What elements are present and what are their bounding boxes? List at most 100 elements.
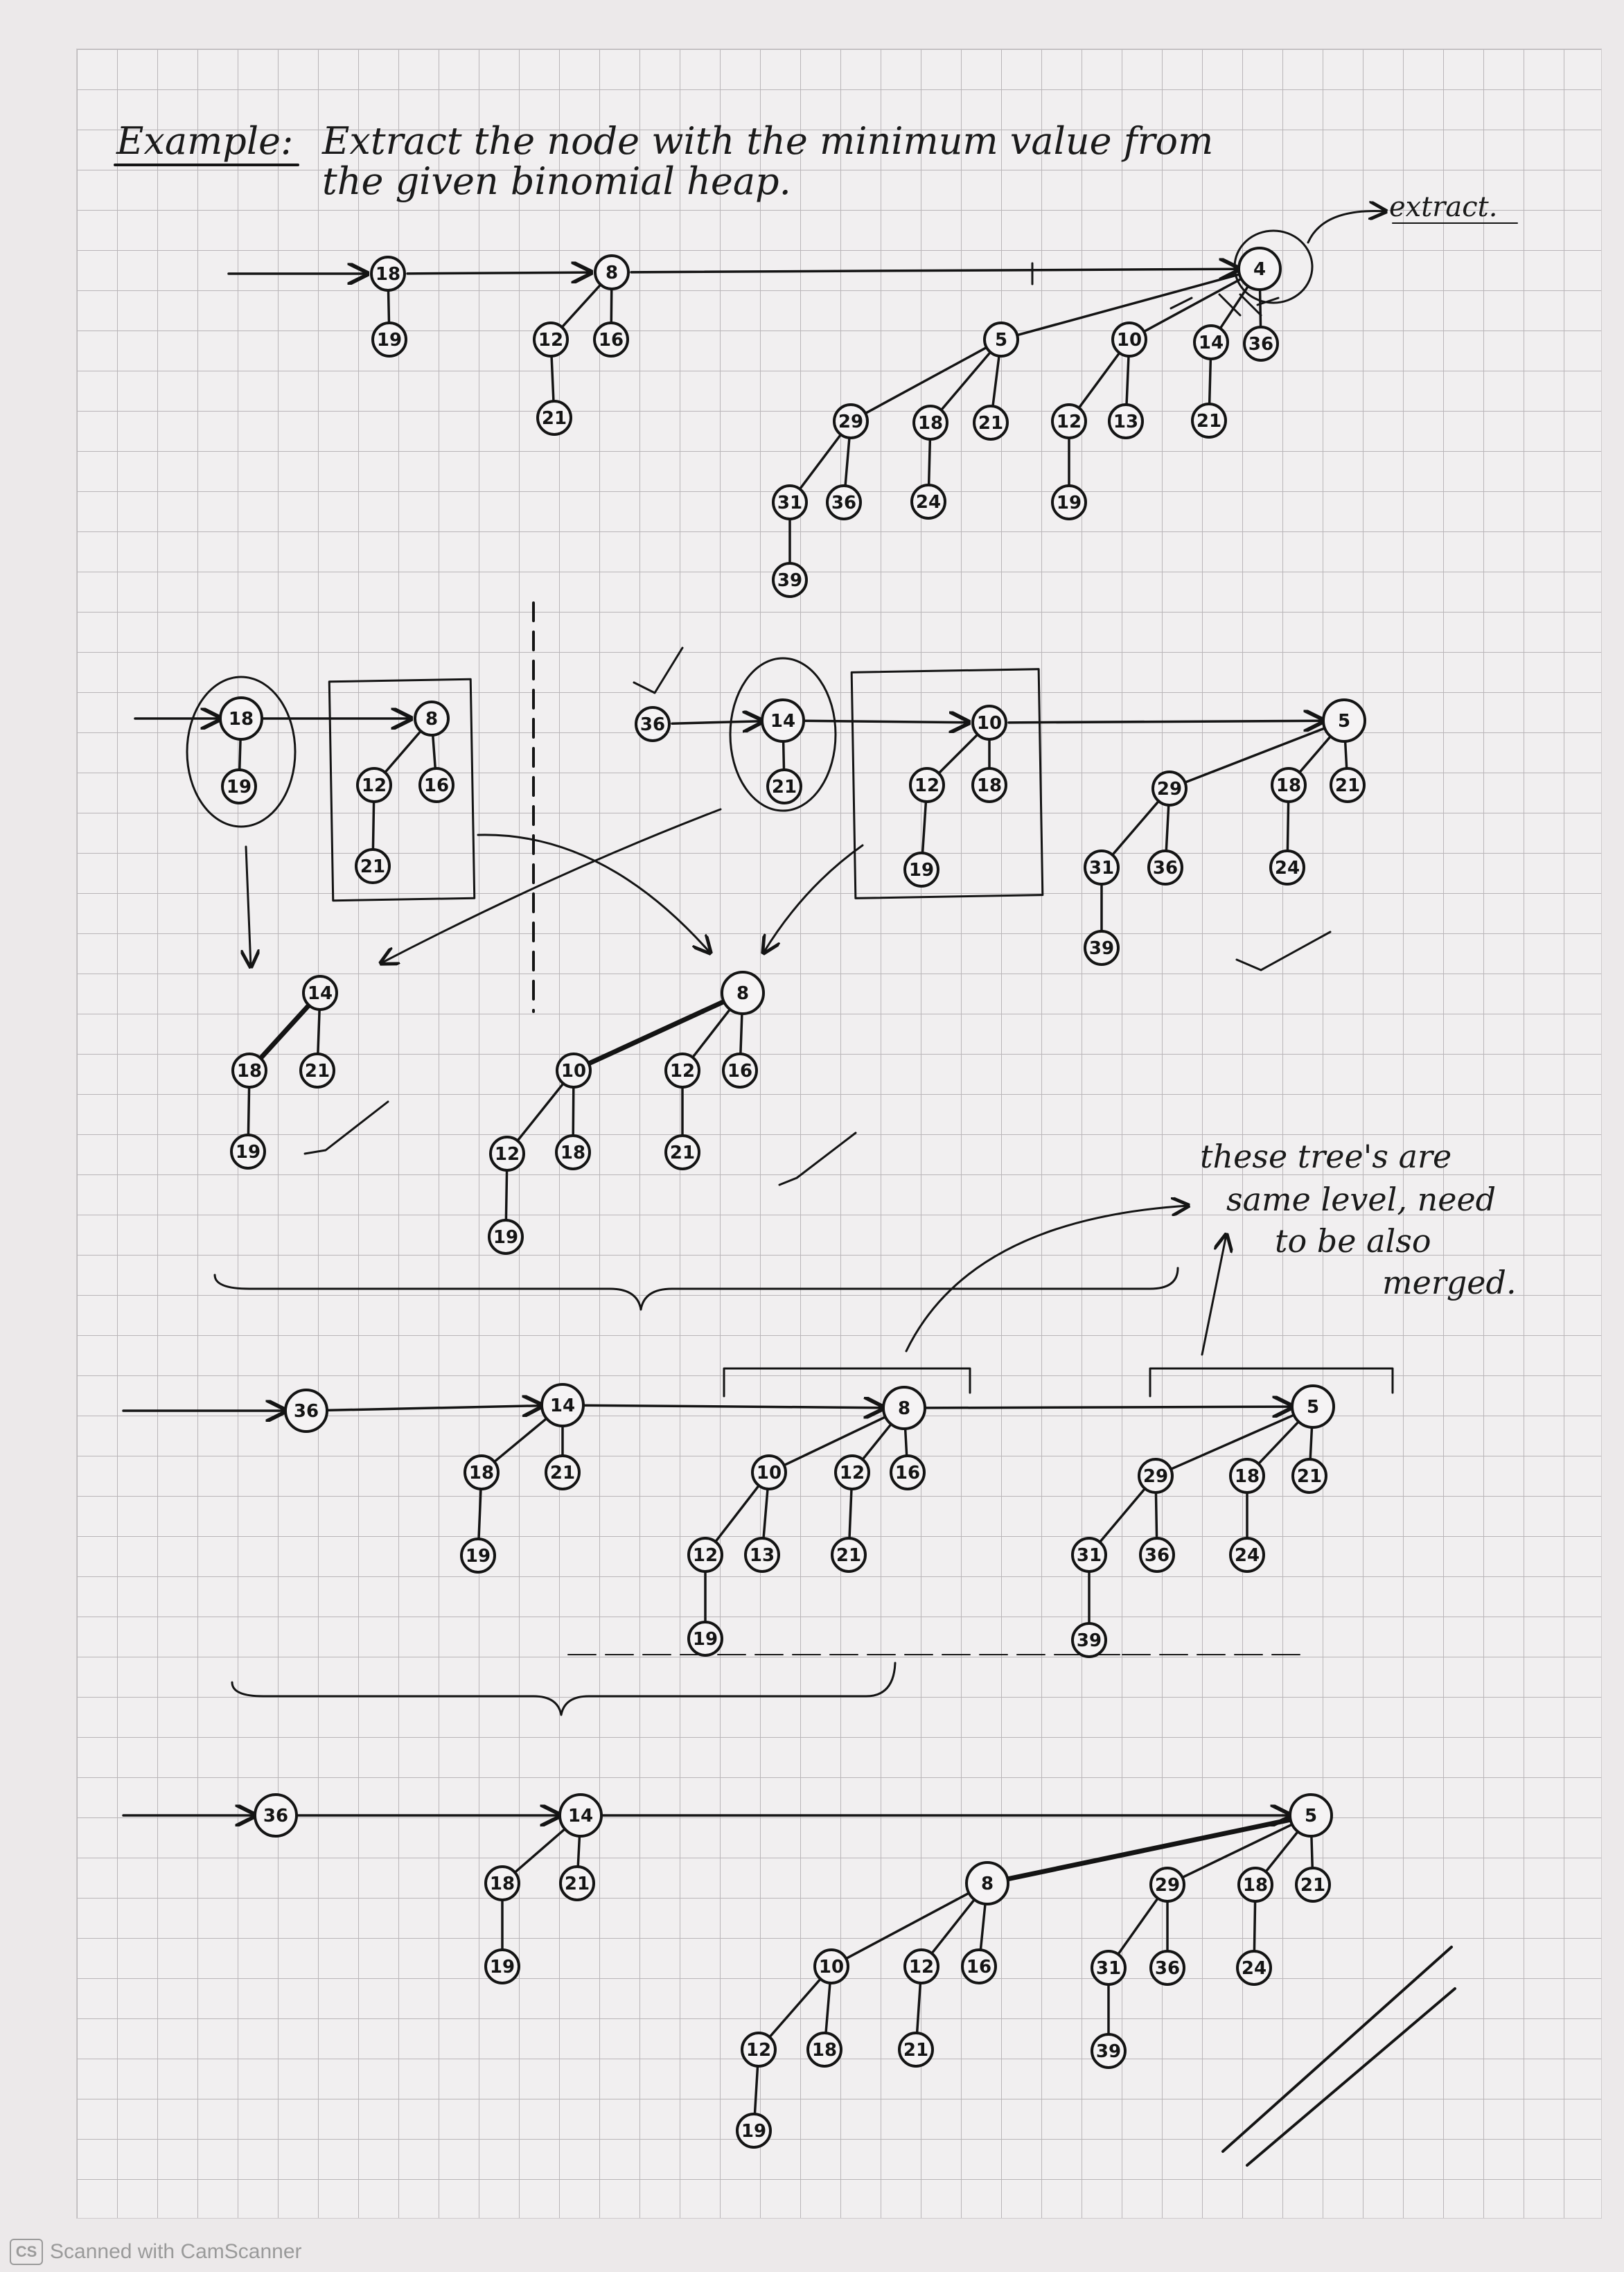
- heap-node: 36: [1147, 849, 1183, 886]
- nodes: 18 19 8 12 16 21 4 5 10 14 36 29 18 21 12 13 21 31 36 24 19 3…: [219, 247, 1366, 2149]
- heap-node: 24: [1269, 849, 1305, 886]
- tree-edge: [844, 437, 851, 487]
- heap-node: 29: [1151, 770, 1188, 807]
- node-value: 12: [840, 1463, 865, 1483]
- node-value: 31: [1077, 1545, 1102, 1566]
- heap-node: 21: [664, 1134, 700, 1170]
- node-circle: [1269, 849, 1305, 886]
- node-circle: [1051, 484, 1087, 520]
- node-value: 19: [236, 1142, 261, 1163]
- node-circle: [488, 1219, 524, 1255]
- root-list-arrow: [406, 272, 591, 274]
- node-circle: [1071, 1537, 1107, 1573]
- heap-node: 14: [302, 975, 338, 1011]
- heap-node: 4: [1237, 247, 1282, 291]
- root-list-arrow: [324, 1406, 542, 1411]
- node-circle: [722, 1053, 758, 1089]
- node-circle: [664, 1134, 700, 1170]
- node-circle: [1149, 1867, 1185, 1903]
- heap-node: 31: [1071, 1537, 1107, 1573]
- heap-node: 18: [1237, 1867, 1273, 1903]
- tree-edge: [1098, 1487, 1147, 1544]
- heap-node: 29: [1138, 1458, 1174, 1494]
- heap-node: 5: [1291, 1384, 1335, 1429]
- root-list-arrow: [671, 721, 762, 723]
- node-value: 21: [903, 2040, 928, 2061]
- root-list-arrow: [1007, 721, 1323, 723]
- node-circle: [1051, 403, 1087, 439]
- heap-node: 12: [356, 767, 392, 803]
- node-circle: [831, 1537, 867, 1573]
- title-prefix: Example:: [116, 119, 293, 163]
- node-circle: [813, 1948, 849, 1984]
- heap-node: 14: [1193, 324, 1229, 360]
- heap-node: 12: [834, 1454, 870, 1490]
- node-circle: [1291, 1384, 1335, 1429]
- node-circle: [971, 767, 1007, 803]
- node-circle: [1084, 930, 1120, 966]
- node-value: 39: [1096, 2041, 1121, 2062]
- tree-edge: [561, 283, 602, 328]
- node-value: 19: [377, 330, 402, 351]
- node-circle: [302, 975, 338, 1011]
- node-circle: [766, 768, 802, 804]
- heap-node: 21: [299, 1053, 335, 1089]
- node-circle: [1139, 1537, 1175, 1573]
- node-circle: [254, 1793, 298, 1838]
- tree-edge: [714, 1484, 761, 1543]
- heap-node: 16: [722, 1053, 758, 1089]
- node-value: 18: [918, 413, 943, 434]
- node-circle: [558, 1793, 603, 1838]
- heap-node: 18: [806, 2032, 842, 2068]
- node-value: 14: [770, 711, 795, 732]
- node-value: 21: [978, 413, 1003, 434]
- node-value: 14: [550, 1395, 575, 1416]
- node-circle: [555, 1134, 591, 1170]
- node-circle: [826, 484, 862, 520]
- node-circle: [687, 1621, 723, 1657]
- node-value: 39: [777, 570, 802, 591]
- node-circle: [1237, 247, 1282, 291]
- heap-node: 5: [1322, 698, 1366, 743]
- node-value: 19: [490, 1957, 515, 1978]
- node-value: 12: [495, 1144, 520, 1165]
- heap-node: 19: [903, 852, 939, 888]
- node-circle: [460, 1538, 496, 1574]
- node-circle: [910, 484, 946, 520]
- node-value: 21: [565, 1874, 590, 1894]
- heap-node: 36: [826, 484, 862, 520]
- node-circle: [761, 698, 805, 743]
- node-value: 18: [237, 1061, 262, 1082]
- node-value: 8: [736, 983, 749, 1004]
- title: Example: Extract the node with the minim…: [114, 119, 1213, 203]
- node-value: 16: [599, 330, 624, 351]
- node-value: 14: [1199, 333, 1224, 353]
- node-value: 5: [1305, 1806, 1317, 1826]
- scanner-footer: CS Scanned with CamScanner: [0, 2232, 425, 2272]
- heap-node: 18: [231, 1053, 267, 1089]
- heap-node: 18: [464, 1454, 500, 1490]
- node-value: 12: [915, 775, 939, 796]
- node-circle: [221, 768, 257, 804]
- tree-edge: [921, 800, 928, 854]
- node-circle: [890, 1454, 926, 1490]
- node-circle: [594, 254, 630, 290]
- node-value: 19: [493, 1227, 518, 1248]
- heap-node: 39: [1091, 2033, 1127, 2069]
- node-circle: [418, 767, 454, 803]
- node-value: 18: [1243, 1875, 1268, 1896]
- heap-node: 16: [593, 322, 629, 358]
- heap-node: 36: [1243, 326, 1279, 362]
- heap-node: 31: [1091, 1950, 1127, 1986]
- node-circle: [741, 2032, 777, 2068]
- heap-node: 21: [1291, 1458, 1327, 1494]
- heap-node: 21: [831, 1537, 867, 1573]
- node-value: 8: [425, 709, 438, 730]
- node-circle: [751, 1454, 787, 1490]
- heap-node: 14: [540, 1383, 585, 1427]
- tree-edge: [1309, 1831, 1314, 1869]
- node-value: 36: [1248, 334, 1273, 355]
- node-value: 36: [1145, 1545, 1170, 1566]
- heap-node: 18: [555, 1134, 591, 1170]
- heap-node: 10: [813, 1948, 849, 1984]
